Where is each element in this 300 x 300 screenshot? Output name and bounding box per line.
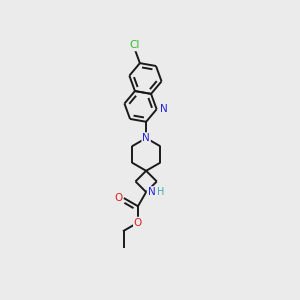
Text: O: O <box>114 193 122 203</box>
Text: Cl: Cl <box>129 40 140 50</box>
Text: H: H <box>158 187 165 197</box>
Text: O: O <box>134 218 142 228</box>
Text: N: N <box>148 187 155 197</box>
Text: N: N <box>160 104 168 114</box>
Text: N: N <box>142 133 150 143</box>
